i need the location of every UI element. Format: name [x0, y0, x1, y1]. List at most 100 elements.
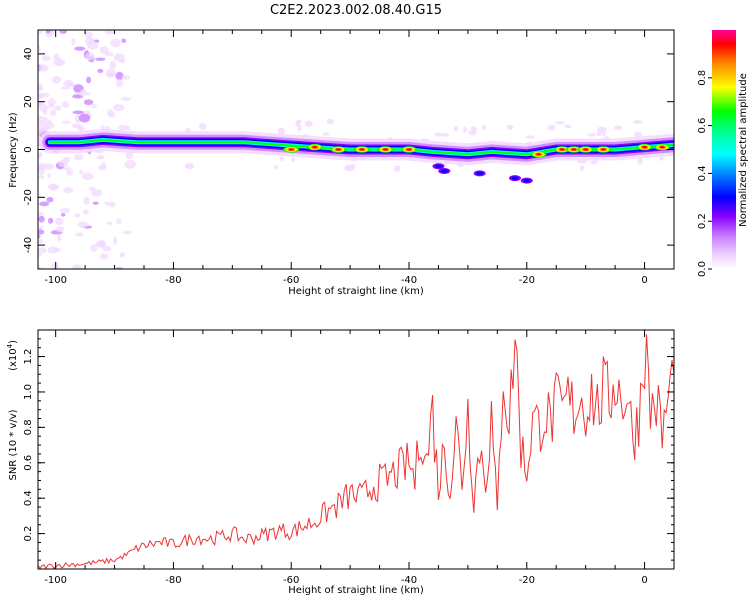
snr-x-tick-labels: -100 -80 -60 -40 -20 0: [44, 575, 647, 586]
peak-red: [359, 148, 365, 151]
noise-blob: [115, 71, 124, 81]
noise-blob: [47, 184, 58, 189]
noise-blob: [63, 79, 74, 87]
noise-blob: [83, 209, 89, 215]
colorbar-label: Normalized spectral amplitude: [738, 73, 749, 227]
noise-blob: [38, 247, 47, 254]
noise-blob: [83, 99, 94, 106]
halo-blob: [304, 120, 313, 127]
spectrogram-y-tick-labels: -40 -20 0 20 40: [23, 48, 34, 254]
x-tick-label: -40: [401, 575, 417, 586]
noise-blob: [38, 252, 42, 258]
noise-blob: [45, 30, 51, 34]
halo-blob: [463, 126, 467, 133]
colorbar-gradient: [712, 30, 736, 269]
halo-blob: [199, 123, 207, 130]
noise-blob: [91, 104, 97, 109]
y-tick-label: 0: [23, 146, 34, 152]
noise-blob: [119, 59, 126, 64]
halo-blob: [279, 156, 284, 161]
noise-blob: [41, 55, 51, 62]
noise-blob: [53, 247, 61, 253]
halo-blob: [118, 124, 128, 131]
y-tick-label: 0.8: [23, 419, 34, 435]
noise-blob: [38, 175, 45, 179]
off-ridge-lobe: [432, 163, 445, 170]
snr-frame: [37, 329, 675, 570]
halo-blob: [453, 126, 459, 132]
page-title: C2E2.2023.002.08.40.G15: [270, 3, 442, 18]
noise-blob: [113, 236, 118, 245]
noise-blob: [99, 45, 110, 55]
noise-blob: [38, 45, 41, 53]
peak-red: [571, 148, 577, 151]
noise-blob: [116, 79, 124, 88]
noise-blob: [99, 253, 109, 260]
ridge-peak: [636, 143, 653, 151]
ridge-peak: [654, 143, 671, 151]
snr-ticks: [38, 330, 675, 569]
ridge-peak: [565, 146, 582, 153]
y-tick-label: 0.2: [23, 526, 34, 542]
snr-y-label: SNR (10 * v/v): [8, 409, 19, 480]
noise-blob: [124, 159, 136, 169]
y-tick-label: 40: [23, 48, 34, 61]
noise-blob: [74, 213, 81, 218]
noise-blob: [72, 94, 84, 99]
halo-blob: [579, 165, 585, 171]
off-ridge-lobe: [438, 168, 451, 175]
noise-blob: [121, 75, 131, 81]
halo-blob: [291, 157, 296, 162]
halo-blob: [507, 124, 514, 130]
noise-blob: [119, 252, 126, 258]
noise-blob: [74, 232, 84, 237]
halo-blob: [96, 155, 105, 160]
noise-blob: [61, 120, 72, 124]
ridge-peak: [353, 146, 370, 153]
noise-blob: [40, 116, 48, 120]
noise-blob: [59, 30, 67, 34]
noise-blob: [72, 110, 84, 115]
halo-blob: [97, 164, 107, 171]
x-tick-label: -60: [283, 575, 299, 586]
halo-blob: [295, 120, 301, 127]
snr-scale-exponent: 4: [6, 343, 14, 348]
x-tick-label: 0: [641, 275, 647, 286]
noise-blob: [60, 86, 71, 90]
snr-panel: -100 -80 -60 -40 -20 0 0.2 0.4 0.6 0.8 1.0 1.2 Hei…: [6, 329, 675, 596]
noise-blob: [38, 92, 45, 100]
snr-x-label: Height of straight line (km): [288, 585, 424, 596]
noise-blob: [51, 75, 62, 84]
noise-blob: [83, 196, 90, 205]
noise-blob: [112, 104, 125, 112]
x-tick-label: -100: [44, 275, 67, 286]
noise-blob: [61, 100, 70, 108]
halo-blob: [273, 165, 278, 169]
y-tick-label: -40: [23, 237, 34, 253]
halo-blob: [393, 165, 401, 172]
noise-blob: [95, 57, 106, 61]
noise-blob: [50, 109, 57, 117]
noise-blob: [108, 201, 116, 207]
halo-blob: [38, 163, 47, 170]
ridge-peak: [554, 146, 571, 153]
spectrogram-content: [38, 30, 674, 269]
colorbar-tick-label: 0.2: [697, 213, 708, 229]
noise-blob: [38, 30, 43, 35]
noise-blob: [63, 187, 74, 194]
peak-red: [559, 148, 565, 151]
noise-blob: [86, 76, 92, 84]
spectrogram-x-label: Height of straight line (km): [288, 286, 424, 297]
halo-blob: [597, 126, 607, 133]
noise-blob: [71, 38, 76, 46]
snr-scale-label: (x104): [6, 340, 19, 371]
peak-red: [600, 148, 606, 151]
x-tick-label: 0: [641, 575, 647, 586]
noise-blob: [38, 126, 43, 136]
snr-y-tick-labels: 0.2 0.4 0.6 0.8 1.0 1.2: [23, 349, 34, 542]
halo-blob: [613, 125, 623, 130]
peak-red: [383, 148, 388, 151]
noise-blob: [53, 57, 64, 67]
noise-blob: [47, 97, 56, 107]
noise-blob: [105, 52, 114, 57]
